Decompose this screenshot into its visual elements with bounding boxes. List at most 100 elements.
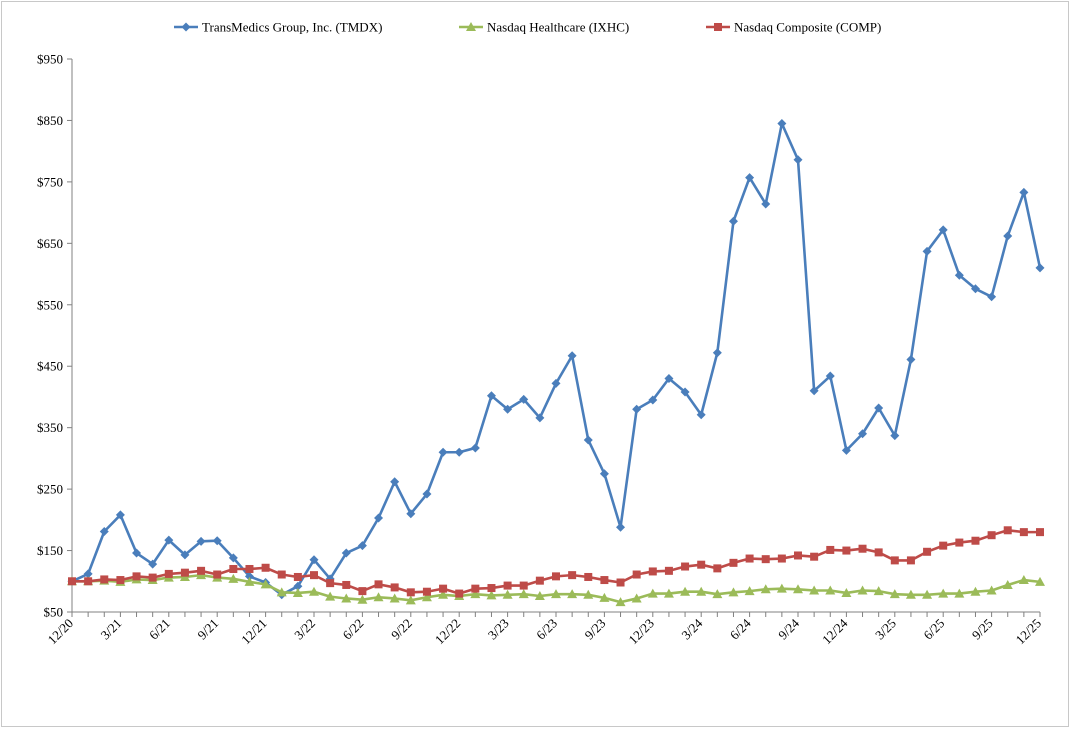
data-point [84,577,93,586]
data-point [599,469,609,479]
legend: TransMedics Group, Inc. (TMDX) Nasdaq Hea… [174,20,881,35]
data-point [309,555,319,565]
legend-item: TransMedics Group, Inc. (TMDX) [174,20,382,35]
data-point [986,585,997,595]
data-point [422,489,432,499]
data-point [245,564,254,573]
data-point [938,588,949,598]
data-point [809,386,819,396]
data-point [938,225,948,235]
data-point [519,394,529,404]
x-tick-label: 12/21 [238,616,270,648]
data-point [83,569,93,579]
data-point [922,589,933,599]
data-point [906,354,916,364]
data-point [681,562,690,571]
data-point [567,351,577,361]
data-point [422,587,431,596]
legend-marker [181,22,191,32]
data-point [228,553,238,563]
x-tick-label: 3/21 [98,616,125,643]
x-tick-label: 9/22 [388,616,415,643]
data-point [777,554,786,563]
data-point [745,554,754,563]
data-point [1019,528,1028,537]
data-point [696,410,706,420]
data-point [180,568,189,577]
legend-item: Nasdaq Healthcare (IXHC) [459,20,629,35]
legend-marker [714,23,722,31]
data-point [648,567,657,576]
data-point [1019,187,1029,197]
data-point [970,586,981,596]
data-point [728,587,739,597]
legend-label: TransMedics Group, Inc. (TMDX) [202,20,382,35]
data-point [841,445,851,455]
data-point [455,589,464,598]
legend-label: Nasdaq Healthcare (IXHC) [487,20,629,35]
data-point [228,573,239,583]
data-point [164,535,174,545]
data-point [68,577,76,586]
data-point [390,583,399,592]
x-tick-label: 9/24 [775,615,802,642]
data-point [567,589,578,599]
data-point [970,284,980,294]
data-point [760,584,771,594]
data-point [874,548,883,557]
data-point [503,404,513,414]
data-point [454,447,464,457]
data-point [487,584,496,593]
data-point [793,155,803,165]
x-tick-label: 12/23 [625,616,657,648]
data-point [1035,263,1045,273]
data-point [357,541,367,551]
y-tick-label: $150 [37,543,63,558]
legend-label: Nasdaq Composite (COMP) [734,20,881,35]
data-point [276,587,287,597]
data-point [857,585,868,595]
series-1 [67,119,1045,600]
data-point [890,556,899,565]
data-point [825,585,836,595]
data-point [261,563,270,572]
data-point [810,552,819,561]
data-point [277,570,286,579]
data-point [616,578,625,587]
data-point [358,587,367,596]
data-point [971,536,980,545]
data-point [616,522,626,532]
y-tick-label: $550 [37,297,63,312]
data-point [100,575,109,584]
data-point [373,592,384,602]
data-point [1036,528,1044,537]
x-tick-label: 3/23 [485,616,512,643]
data-point [987,531,996,540]
data-point [631,593,642,603]
y-tick-label: $850 [37,113,63,128]
data-point [874,403,884,413]
x-tick-label: 12/24 [819,615,851,647]
data-point [826,545,835,554]
data-point [551,589,561,599]
data-point [809,585,820,595]
x-tick-label: 6/23 [533,616,560,643]
data-point [955,538,964,547]
data-point [551,378,561,388]
data-point [922,246,932,256]
data-point [212,536,222,546]
y-tick-label: $350 [37,420,63,435]
y-tick-label: $950 [37,52,63,67]
data-point [309,586,319,596]
data-point [713,564,722,573]
data-point [858,429,868,439]
data-point [1003,231,1013,241]
x-tick-label: 9/21 [194,616,221,643]
data-point [1035,576,1045,586]
data-point [776,583,787,593]
data-point [405,595,416,605]
data-point [357,594,368,604]
data-point [1003,526,1012,535]
data-point [197,566,206,575]
